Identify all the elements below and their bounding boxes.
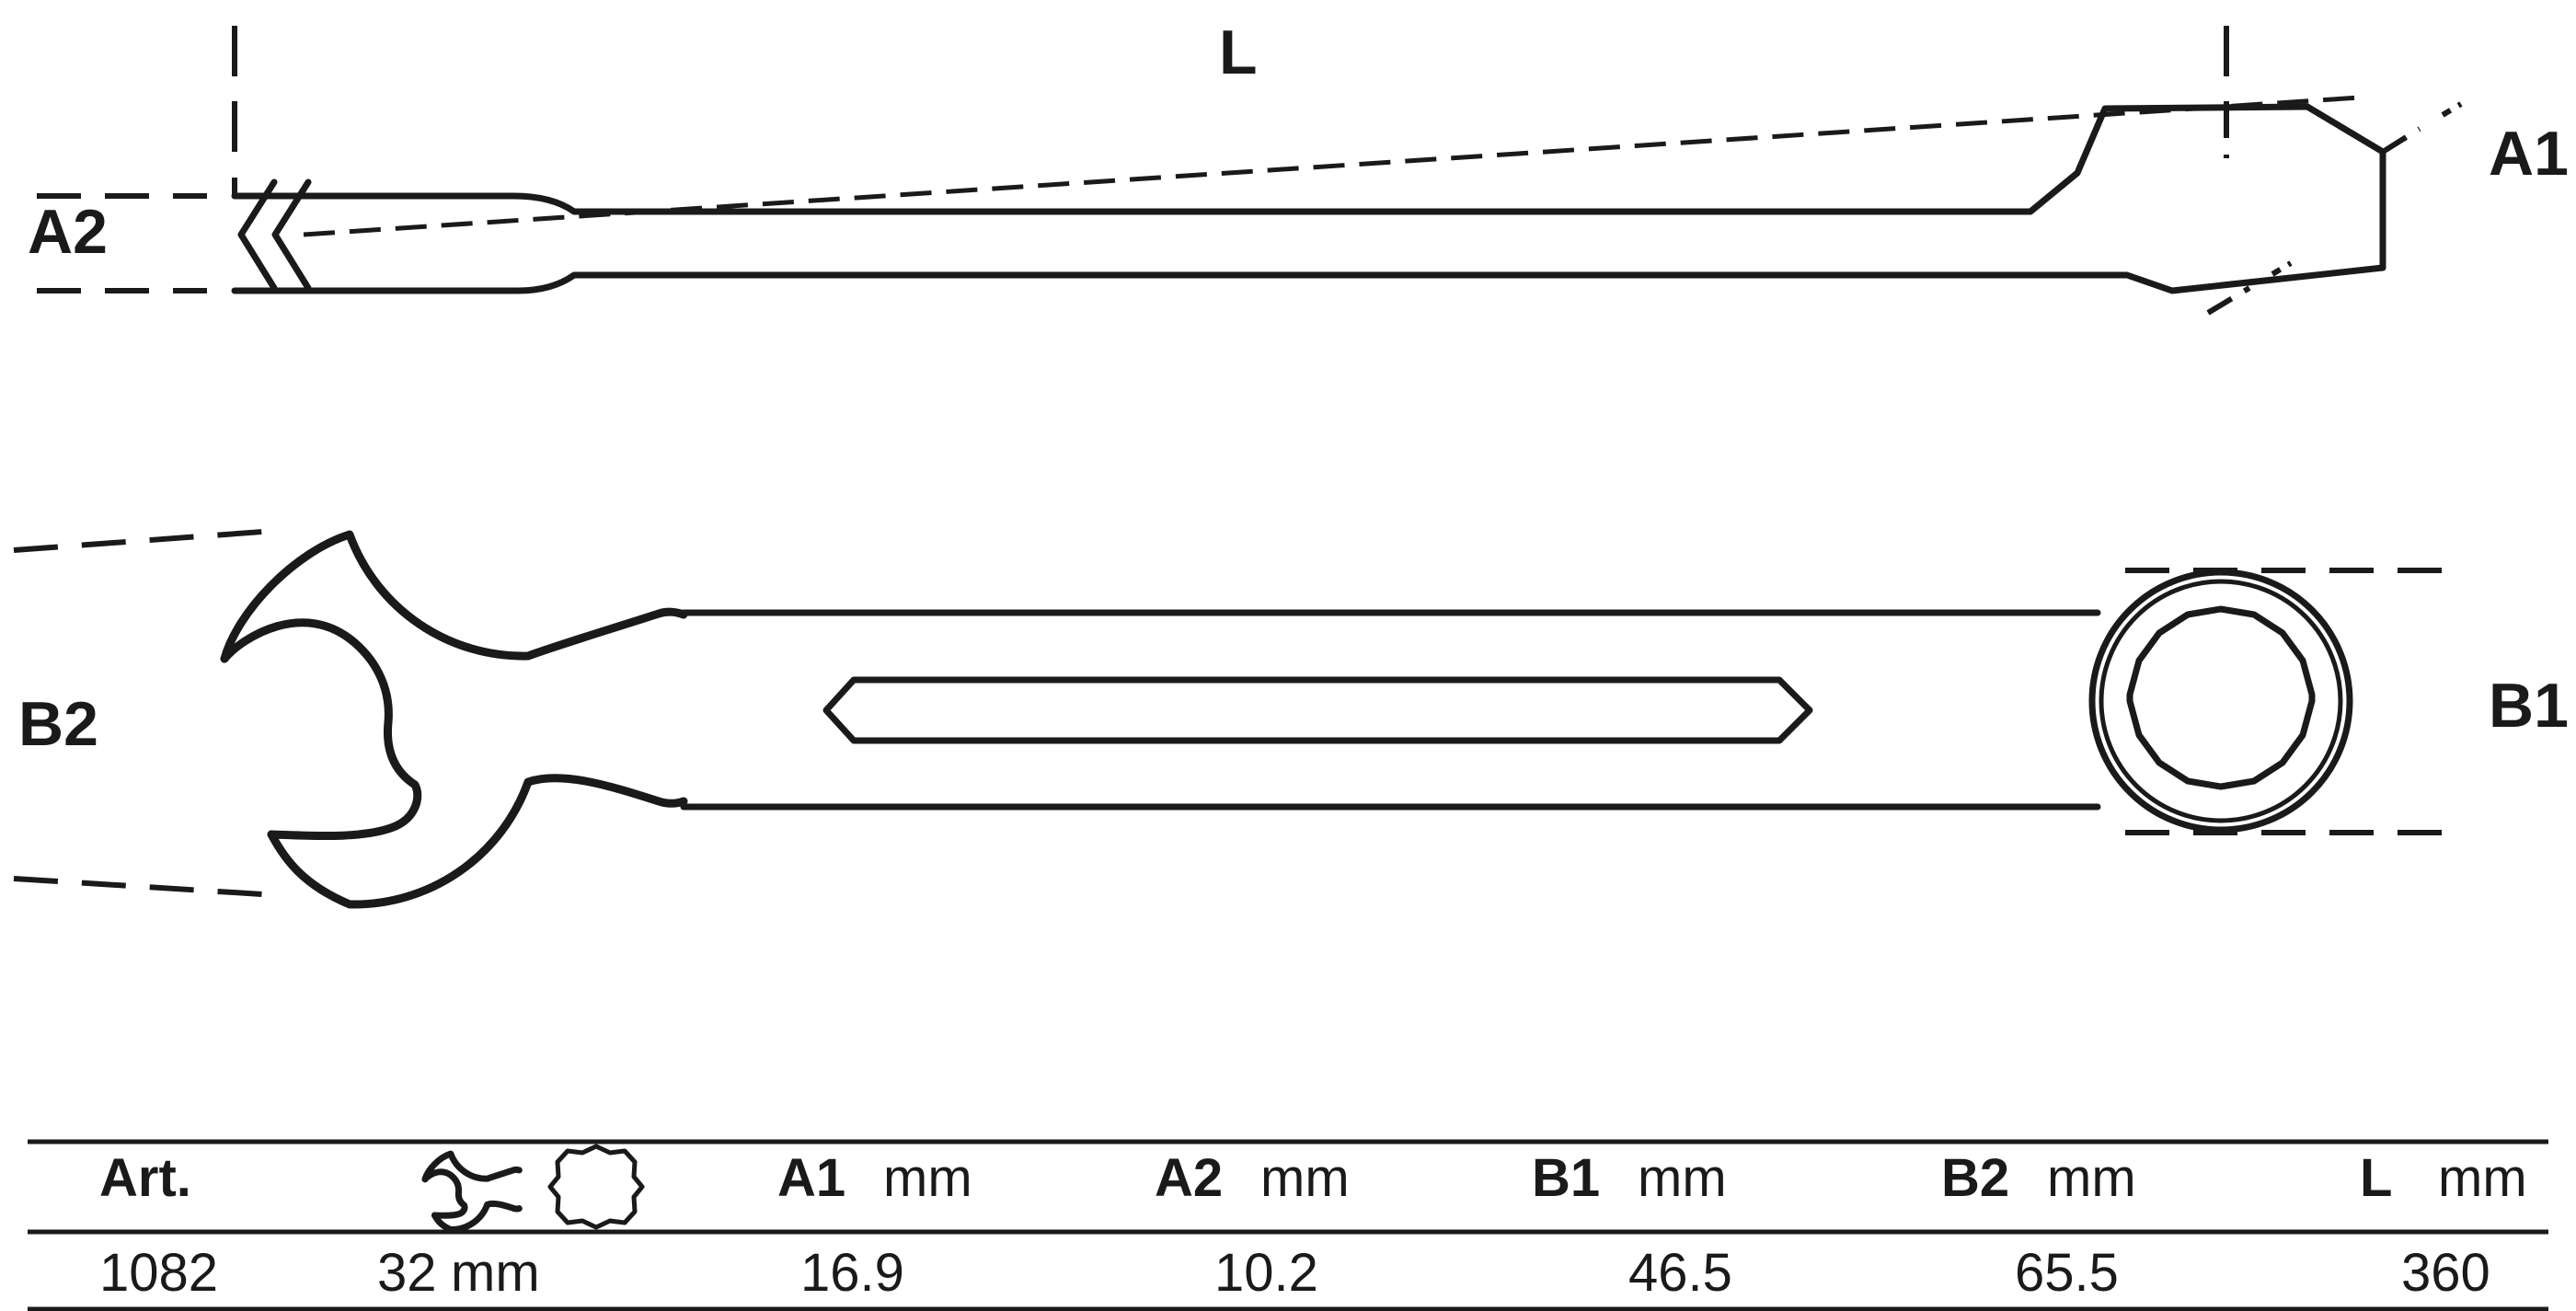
svg-text:L: L xyxy=(2360,1148,2392,1208)
svg-text:360: 360 xyxy=(2401,1243,2490,1303)
svg-text:A2: A2 xyxy=(1155,1148,1223,1208)
svg-text:10.2: 10.2 xyxy=(1214,1243,1318,1303)
svg-text:mm: mm xyxy=(1638,1148,1727,1208)
svg-text:16.9: 16.9 xyxy=(800,1243,904,1303)
svg-text:Art.: Art. xyxy=(99,1148,191,1208)
svg-text:mm: mm xyxy=(883,1148,972,1208)
svg-text:mm: mm xyxy=(1260,1148,1350,1208)
svg-text:B2: B2 xyxy=(18,689,98,759)
svg-text:1082: 1082 xyxy=(99,1243,218,1303)
svg-text:L: L xyxy=(1219,17,1258,87)
svg-text:mm: mm xyxy=(2047,1148,2136,1208)
svg-text:mm: mm xyxy=(2438,1148,2527,1208)
svg-text:65.5: 65.5 xyxy=(2015,1243,2119,1303)
svg-text:A1: A1 xyxy=(777,1148,845,1208)
svg-text:46.5: 46.5 xyxy=(1628,1243,1732,1303)
svg-text:B1: B1 xyxy=(1532,1148,1600,1208)
svg-text:B2: B2 xyxy=(1941,1148,2009,1208)
svg-text:A1: A1 xyxy=(2489,119,2569,189)
svg-text:B1: B1 xyxy=(2489,671,2569,741)
svg-text:32: 32 xyxy=(377,1243,437,1303)
svg-text:mm: mm xyxy=(451,1243,540,1303)
svg-text:A2: A2 xyxy=(28,197,108,267)
